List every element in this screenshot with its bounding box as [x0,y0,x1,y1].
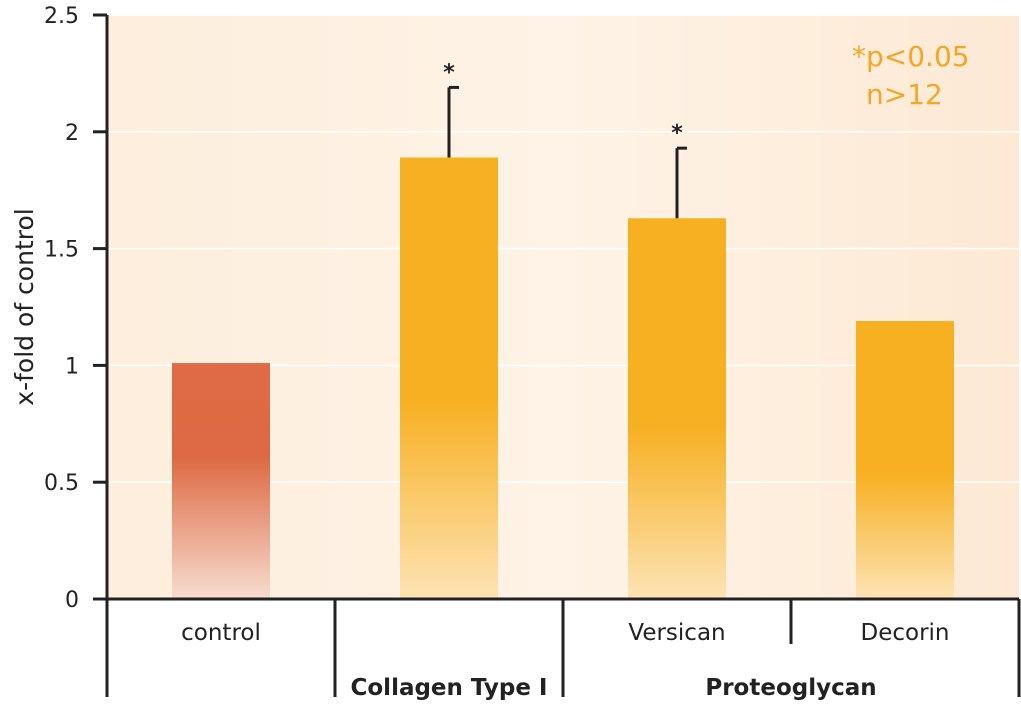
error-bars [447,85,687,219]
significance-markers: ** [443,60,683,146]
bar-versican [628,218,726,599]
bar-collagen-type-i [400,157,498,599]
significance-star: * [671,121,683,146]
y-ticks: 0 0.5 1 1.5 2 2.5 [44,4,107,613]
group-labels: Collagen Type I Proteoglycan [351,675,877,701]
y-tick-label: 2 [65,121,79,146]
significance-note: *p<0.05 [852,40,970,73]
bar-decorin [856,321,954,599]
y-tick-label: 0.5 [44,471,79,496]
significance-star: * [443,60,455,85]
y-tick-label: 2.5 [44,4,79,29]
group-label-proteoglycan: Proteoglycan [705,675,876,701]
y-tick-label: 1 [65,354,79,379]
x-tick-label: control [181,620,261,646]
y-axis-title: x-fold of control [10,208,39,405]
bar-control [172,363,270,599]
y-tick-label: 0 [65,588,79,613]
sample-size-note: n>12 [866,78,943,111]
x-tick-label: Decorin [860,620,949,646]
x-tick-label: Versican [628,620,725,646]
bars [172,157,954,599]
category-labels: control Versican Decorin [181,620,949,646]
category-dividers [333,599,1021,697]
group-label-collagen: Collagen Type I [351,675,548,701]
y-tick-label: 1.5 [44,238,79,263]
